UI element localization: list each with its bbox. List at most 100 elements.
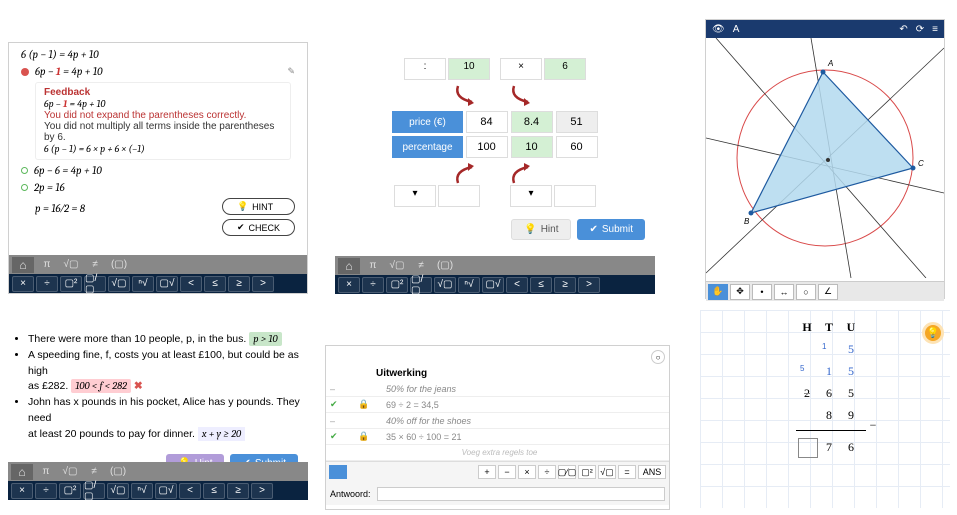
tb-lt[interactable]: < <box>180 276 202 292</box>
price-b[interactable]: 8.4 <box>511 111 553 133</box>
tb-gt[interactable]: > <box>252 276 274 292</box>
add-row-placeholder[interactable]: Voeg extra regels toe <box>326 445 669 461</box>
bulb-icon[interactable]: 💡 <box>922 322 944 344</box>
menu-icon[interactable]: ≡ <box>932 24 938 35</box>
tb-nroot[interactable]: ⁿ√ <box>458 277 480 293</box>
tb-ge[interactable]: ≥ <box>228 276 250 292</box>
home-icon[interactable]: ⌂ <box>338 258 360 274</box>
tb-times[interactable]: × <box>11 483 33 499</box>
tb-paren[interactable]: (▢) <box>108 257 130 273</box>
tb-neq[interactable]: ≠ <box>84 257 106 273</box>
calc-pow[interactable]: ▢² <box>578 465 596 479</box>
tb-sq[interactable]: ▢² <box>59 483 81 499</box>
price-a[interactable]: 84 <box>466 111 508 133</box>
tb-pi[interactable]: π <box>36 257 58 273</box>
tb-div[interactable]: ÷ <box>362 277 384 293</box>
tb-paren[interactable]: (▢) <box>107 464 129 480</box>
submit-button[interactable]: ✔Submit <box>577 219 645 240</box>
redo-icon[interactable]: ⟳ <box>916 24 924 35</box>
tb-times[interactable]: × <box>12 276 34 292</box>
tb-le[interactable]: ≤ <box>203 483 225 499</box>
tb-frac[interactable]: ▢/▢ <box>410 277 432 293</box>
tb-rt2[interactable]: ▢√ <box>156 276 178 292</box>
working-row[interactable]: ✔ 🔒 69 ÷ 2 = 34,5 <box>326 397 669 413</box>
calc-minus[interactable]: − <box>498 465 516 479</box>
hint-button[interactable]: 💡Hint <box>511 219 571 240</box>
price-c[interactable]: 51 <box>556 111 598 133</box>
collapse-icon[interactable]: ○ <box>651 350 665 364</box>
tb-lt[interactable]: < <box>506 277 528 293</box>
text-a-icon[interactable]: A <box>733 24 740 35</box>
calc-plus[interactable]: + <box>478 465 496 479</box>
hint-button[interactable]: 💡 HINT <box>222 198 295 215</box>
tb-times[interactable]: × <box>338 277 360 293</box>
tb-sq[interactable]: ▢² <box>60 276 82 292</box>
tb-lt[interactable]: < <box>179 483 201 499</box>
tb-nroot[interactable]: ⁿ√ <box>132 276 154 292</box>
tb-sqrt[interactable]: √▢ <box>386 258 408 274</box>
eye-icon[interactable]: 👁 <box>712 24 725 35</box>
equation-original: 6 (p − 1) = 4p + 10 <box>15 46 301 63</box>
op-divide-value[interactable]: 10 <box>448 58 490 80</box>
tb-sqrt[interactable]: √▢ <box>59 464 81 480</box>
tb-sq[interactable]: ▢² <box>386 277 408 293</box>
working-row[interactable]: – 50% for the jeans <box>326 381 669 397</box>
tb-ge[interactable]: ≥ <box>554 277 576 293</box>
tool-move[interactable]: ✥ <box>730 284 750 300</box>
panel-column-arithmetic: 💡 H T U 1 5 5 1 5 2 6 5 8 9 − 7 6 <box>700 310 950 508</box>
home-icon[interactable]: ⌂ <box>12 257 34 273</box>
calc-div[interactable]: ÷ <box>538 465 556 479</box>
tb-root[interactable]: √▢ <box>434 277 456 293</box>
tb-gt[interactable]: > <box>578 277 600 293</box>
tb-neq[interactable]: ≠ <box>83 464 105 480</box>
calc-eq[interactable]: = <box>618 465 636 479</box>
answer-box-h[interactable] <box>798 438 818 458</box>
pct-a[interactable]: 100 <box>466 136 508 158</box>
tb-rt2[interactable]: ▢√ <box>155 483 177 499</box>
tb-frac[interactable]: ▢/▢ <box>83 483 105 499</box>
pct-c[interactable]: 60 <box>556 136 598 158</box>
tb-div[interactable]: ÷ <box>36 276 58 292</box>
edit-icon[interactable]: ✎ <box>287 66 295 77</box>
undo-icon[interactable]: ↶ <box>899 24 907 35</box>
tb-root[interactable]: √▢ <box>107 483 129 499</box>
tb-le[interactable]: ≤ <box>204 276 226 292</box>
op-bottom-2a[interactable]: ▾ <box>510 185 552 207</box>
calc-frac[interactable]: ▢⁄▢ <box>558 465 576 479</box>
tb-pi[interactable]: π <box>35 464 57 480</box>
list-item: There were more than 10 people, p, in th… <box>28 332 304 348</box>
tool-angle[interactable]: ∠ <box>818 284 838 300</box>
check-button[interactable]: ✔ CHECK <box>222 219 295 236</box>
working-row[interactable]: ✔ 🔒 35 × 60 ÷ 100 = 21 <box>326 429 669 445</box>
working-row[interactable]: – 40% off for the shoes <box>326 413 669 429</box>
calc-ans[interactable]: ANS <box>638 465 666 479</box>
geometry-canvas[interactable]: A B C <box>706 38 944 278</box>
tool-point[interactable]: • <box>752 284 772 300</box>
calc-sqrt[interactable]: √▢ <box>598 465 616 479</box>
mode-icon[interactable] <box>329 465 347 479</box>
carry-1: 1 <box>822 342 826 351</box>
tb-div[interactable]: ÷ <box>35 483 57 499</box>
op-bottom-2b[interactable] <box>554 185 596 207</box>
op-bottom-1b[interactable] <box>438 185 480 207</box>
tb-nroot[interactable]: ⁿ√ <box>131 483 153 499</box>
pct-b[interactable]: 10 <box>511 136 553 158</box>
tb-rt2[interactable]: ▢√ <box>482 277 504 293</box>
tb-le[interactable]: ≤ <box>530 277 552 293</box>
tool-line[interactable]: ↔ <box>774 284 794 300</box>
tb-paren[interactable]: (▢) <box>434 258 456 274</box>
tb-frac[interactable]: ▢/▢ <box>84 276 106 292</box>
tool-pointer[interactable]: ✋ <box>708 284 728 300</box>
op-bottom-1a[interactable]: ▾ <box>394 185 436 207</box>
tb-ge[interactable]: ≥ <box>227 483 249 499</box>
tb-sqrt[interactable]: √▢ <box>60 257 82 273</box>
op-mult-value[interactable]: 6 <box>544 58 586 80</box>
tb-gt[interactable]: > <box>251 483 273 499</box>
tool-circle[interactable]: ○ <box>796 284 816 300</box>
answer-input[interactable] <box>377 487 665 501</box>
tb-root[interactable]: √▢ <box>108 276 130 292</box>
home-icon[interactable]: ⌂ <box>11 464 33 480</box>
tb-neq[interactable]: ≠ <box>410 258 432 274</box>
calc-times[interactable]: × <box>518 465 536 479</box>
tb-pi[interactable]: π <box>362 258 384 274</box>
